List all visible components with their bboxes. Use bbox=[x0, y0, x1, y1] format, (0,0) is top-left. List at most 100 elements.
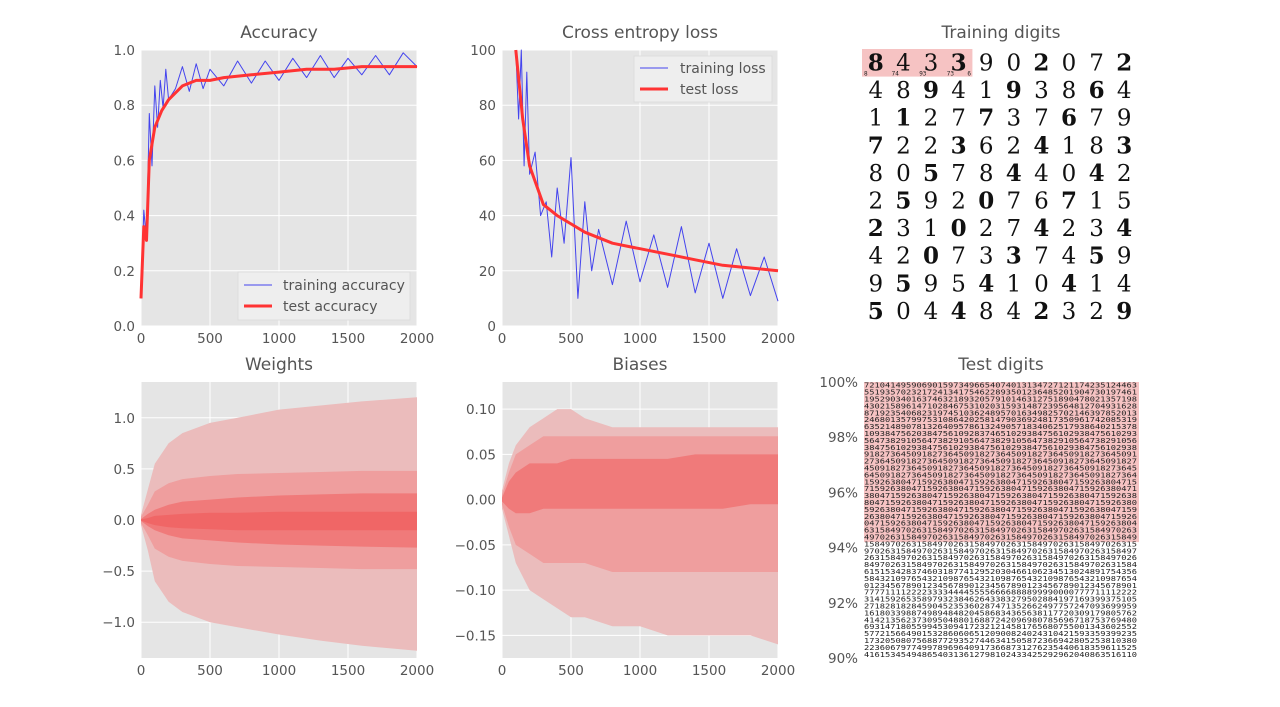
training-digit: 7 bbox=[1089, 106, 1104, 132]
biases-y-tick-label: 0.05 bbox=[466, 447, 496, 463]
training-digit: 4 bbox=[868, 244, 883, 270]
weights-x-tick-label: 1000 bbox=[262, 663, 296, 679]
training-digit: 7 bbox=[1034, 106, 1049, 132]
test-digit-row: 7210414959069015973496654074013134727121… bbox=[864, 382, 1137, 390]
training-digit: 7 bbox=[1006, 189, 1021, 215]
test-digit-row: 8047159263804715926380471592638047159263… bbox=[864, 499, 1137, 507]
weights-y-tick-label: 0.5 bbox=[114, 462, 135, 478]
training-digit: 4 bbox=[1006, 299, 1021, 325]
training-digit: 9 bbox=[1117, 244, 1132, 270]
biases-y-tick-label: 0.10 bbox=[466, 402, 496, 418]
loss-line-test-loss bbox=[514, 49, 779, 273]
training-digit: 1 bbox=[1006, 271, 1021, 297]
test-digits-panel: Test digits 7210414959069015973496654074… bbox=[819, 355, 1139, 667]
training-digit: 0 bbox=[1062, 51, 1077, 77]
training-digit: 2 bbox=[868, 215, 884, 242]
test-digit-row: 4302158961471028467531020315931487239564… bbox=[864, 402, 1137, 410]
training-digit: 3 bbox=[1006, 106, 1021, 132]
training-digit: 4 bbox=[1033, 215, 1049, 242]
test-digit-row: 5843210976543210987654321098765432109876… bbox=[864, 575, 1137, 583]
test-digit-row: 5772156649015328606065120900824024310421… bbox=[864, 630, 1137, 638]
training-digit: 4 bbox=[951, 298, 967, 325]
training-digit: 7 bbox=[951, 106, 966, 132]
training-digit: 7 bbox=[1006, 216, 1021, 242]
training-digit: 3 bbox=[896, 216, 911, 242]
training-digit: 3 bbox=[1062, 299, 1077, 325]
training-digit: 6 bbox=[979, 133, 994, 159]
training-digit: 1 bbox=[979, 78, 994, 104]
test-digit-row: 1618033988749894848204586834365638117720… bbox=[864, 609, 1137, 617]
training-digit: 9 bbox=[979, 51, 994, 77]
training-digit: 4 bbox=[1033, 132, 1049, 159]
loss-x-tick-label: 1500 bbox=[692, 331, 726, 347]
training-digit: 8 bbox=[896, 78, 911, 104]
weights-y-tick-label: −1.0 bbox=[102, 615, 135, 631]
training-digit: 6 bbox=[1061, 105, 1077, 132]
training-digit: 4 bbox=[1116, 215, 1132, 242]
loss-y-tick-label: 20 bbox=[479, 264, 496, 280]
loss-chart: 0 500 1000 1500 2000 0 20 40 60 80 100 Cross entro… bbox=[470, 23, 795, 347]
weights-tick-labels: 0 500 1000 1500 2000 1.0 0.5 0.0 −0.5 −1.0 bbox=[102, 411, 434, 679]
test-digit-row: 2631584970263158497026315849702631584970… bbox=[864, 554, 1137, 562]
accuracy-chart: 0 500 1000 1500 2000 0.0 0.2 0.4 0.6 0.8 1.0 Accur… bbox=[114, 23, 435, 347]
training-digit: 8 bbox=[979, 161, 994, 187]
training-predicted-label: 93 bbox=[919, 71, 927, 78]
test-digit-row: 0471592638047159263804715926380471592638… bbox=[864, 520, 1137, 528]
test-digit-row: 2736450918273645091827364509182736450918… bbox=[864, 458, 1137, 466]
biases-tick-labels: 0 500 1000 1500 2000 0.10 0.05 0.00 −0.05 −0.10 −0… bbox=[455, 402, 796, 679]
accuracy-x-tick-label: 2000 bbox=[400, 331, 434, 347]
training-digit: 7 bbox=[951, 244, 966, 270]
test-digit-row: 0123456789012345678901234567890123456789… bbox=[864, 582, 1137, 590]
test-digit-row: 2718281828459045235360287471352662497757… bbox=[864, 603, 1137, 611]
loss-y-tick-label: 0 bbox=[487, 319, 496, 335]
test-digit-row: 8497026315849702631584970263158497026315… bbox=[864, 561, 1137, 569]
training-digit: 8 bbox=[979, 299, 994, 325]
training-digit: 0 bbox=[951, 215, 967, 242]
training-digit: 9 bbox=[924, 271, 939, 297]
test-digit-row: 6352148907813264095786132490571834062517… bbox=[864, 423, 1137, 431]
test-percent-label: 100% bbox=[819, 375, 858, 391]
loss-y-tick-label: 100 bbox=[470, 43, 496, 59]
training-digit: 9 bbox=[868, 271, 883, 297]
training-digit: 4 bbox=[1006, 160, 1022, 187]
legend-label-training-loss: training loss bbox=[680, 61, 766, 77]
training-digit: 4 bbox=[1062, 244, 1077, 270]
training-digit: 2 bbox=[951, 189, 966, 215]
accuracy-gridlines bbox=[140, 49, 418, 327]
training-predicted-label: 73 bbox=[947, 71, 955, 78]
training-digit: 4 bbox=[896, 51, 911, 77]
training-digit: 2 bbox=[979, 216, 994, 242]
training-digit: 8 bbox=[868, 50, 884, 77]
accuracy-legend: training accuracy test accuracy bbox=[237, 271, 411, 321]
legend-label-training-accuracy: training accuracy bbox=[283, 278, 405, 294]
accuracy-y-tick-label: 1.0 bbox=[114, 43, 135, 59]
legend-label-test-accuracy: test accuracy bbox=[283, 299, 378, 315]
test-digit-row: 4970263158497026315849702631584970263158… bbox=[864, 534, 1137, 542]
training-digit: 1 bbox=[924, 216, 939, 242]
training-digit: 2 bbox=[1089, 299, 1104, 325]
training-digit: 2 bbox=[1062, 216, 1077, 242]
training-digit: 4 bbox=[1089, 160, 1105, 187]
training-digit: 3 bbox=[951, 50, 967, 77]
training-digit: 2 bbox=[868, 189, 883, 215]
training-digit: 3 bbox=[951, 132, 967, 159]
test-digit-row: 4161534549486540313612798102433425292962… bbox=[864, 651, 1137, 659]
training-digit: 5 bbox=[895, 270, 911, 297]
accuracy-y-tick-label: 0.0 bbox=[114, 319, 135, 335]
biases-y-tick-label: −0.15 bbox=[455, 628, 496, 644]
test-digit-row: 6931471805599453094172321214581765680755… bbox=[864, 623, 1137, 631]
training-digits-panel: Training digits 8 4 3 3 9 0 2 0 7 24 8 9 4 1 9 3 8 6 41 1 2 7… bbox=[862, 23, 1132, 325]
training-digit: 7 bbox=[1034, 244, 1049, 270]
weights-chart: 0 500 1000 1500 2000 1.0 0.5 0.0 −0.5 −1.0 Weight… bbox=[102, 355, 434, 679]
training-digit: 0 bbox=[923, 243, 939, 270]
accuracy-x-tick-label: 1000 bbox=[262, 331, 296, 347]
accuracy-x-tick-label: 500 bbox=[197, 331, 223, 347]
training-digit: 9 bbox=[1006, 77, 1022, 104]
test-digit-row: 7777111122223333444455556666888899990000… bbox=[864, 589, 1137, 597]
test-percent-label: 98% bbox=[828, 430, 858, 446]
accuracy-y-tick-label: 0.8 bbox=[114, 98, 135, 114]
training-digit: 3 bbox=[924, 51, 939, 77]
training-digit: 9 bbox=[1117, 106, 1132, 132]
accuracy-title: Accuracy bbox=[240, 23, 318, 43]
